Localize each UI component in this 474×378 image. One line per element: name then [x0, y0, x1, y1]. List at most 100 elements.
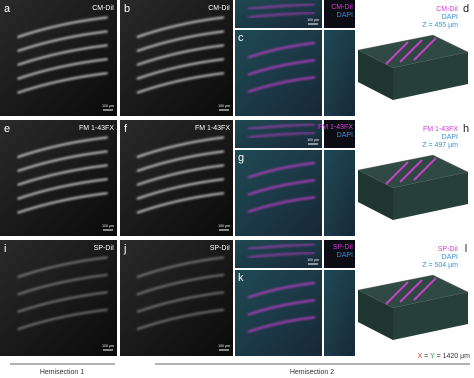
yz-view	[324, 270, 355, 356]
render-streak	[385, 281, 409, 305]
streak	[247, 299, 316, 316]
render-side	[393, 292, 468, 340]
micrograph	[0, 240, 117, 356]
streak	[17, 58, 108, 80]
z-depth: Z = 455 µm	[422, 22, 458, 29]
streak	[17, 164, 108, 186]
micrograph	[120, 120, 233, 236]
corner	[324, 240, 355, 268]
render-streak	[399, 159, 423, 183]
render-streak	[413, 157, 437, 181]
streak	[17, 192, 108, 214]
streak	[247, 196, 316, 213]
channel-label: SP-DiI	[438, 246, 458, 253]
channel-label: DAPI	[337, 132, 353, 139]
panel-letter: a	[4, 3, 11, 15]
streak	[17, 30, 108, 52]
axes-part: X	[418, 353, 423, 360]
scale-label: 100 µm	[307, 138, 319, 142]
streak	[17, 178, 108, 200]
streak	[247, 3, 316, 10]
render-front	[358, 50, 393, 100]
streak	[17, 150, 108, 172]
render-streak	[385, 41, 409, 65]
panel-letter: f	[124, 123, 128, 135]
streak	[17, 273, 108, 296]
channel-label: DAPI	[337, 252, 353, 259]
streak	[247, 281, 316, 299]
panel-letter: i	[4, 243, 6, 255]
scale-label: 100 µm	[218, 104, 230, 108]
streak	[17, 16, 108, 39]
scale-label: 100 µm	[307, 258, 319, 262]
panel-letter: c	[238, 32, 244, 44]
scale-label: 100 µm	[218, 224, 230, 228]
streak	[136, 291, 225, 313]
scale-label: 100 µm	[218, 344, 230, 348]
render-streak	[413, 37, 437, 61]
streak	[136, 164, 225, 186]
channel-label: FM 1-43FX	[79, 125, 114, 132]
streak	[136, 72, 225, 94]
panel-letter: j	[123, 243, 126, 255]
scale-label: 100 µm	[102, 344, 114, 348]
streak	[247, 179, 316, 196]
streak	[136, 308, 225, 331]
streak	[247, 123, 316, 130]
streak	[136, 150, 225, 172]
panel-letter: h	[463, 123, 469, 135]
micrograph	[0, 0, 117, 116]
streak	[136, 30, 225, 52]
streak	[136, 273, 225, 296]
channel-label: SP-DiI	[94, 245, 114, 252]
panel-letter: l	[465, 243, 467, 255]
render-side	[393, 172, 468, 220]
render-front	[358, 170, 393, 220]
yz-view	[324, 150, 355, 236]
axes-part: Y	[430, 353, 435, 360]
streak	[136, 58, 225, 80]
streak	[247, 243, 316, 250]
render-streak	[399, 279, 423, 303]
channel-label: CM-DiI	[208, 5, 230, 12]
yz-view	[324, 30, 355, 116]
streak	[247, 251, 316, 259]
hemisection-label: Hemisection 1	[40, 369, 84, 376]
channel-label: CM-DiI	[331, 4, 353, 11]
z-depth: Z = 497 µm	[422, 142, 458, 149]
micrograph	[120, 0, 233, 116]
channel-label: CM-DiI	[92, 5, 114, 12]
streak	[17, 291, 108, 313]
streak	[136, 256, 225, 279]
micrograph	[0, 120, 117, 236]
render-front	[358, 290, 393, 340]
corner	[324, 0, 355, 28]
streak	[136, 44, 225, 66]
streak	[247, 59, 316, 76]
channel-label: FM 1-43FX	[195, 125, 230, 132]
scale-label: 100 µm	[307, 18, 319, 22]
scale-label: 100 µm	[102, 104, 114, 108]
streak	[136, 178, 225, 200]
panel-letter: d	[463, 3, 469, 15]
panel-letter: k	[238, 272, 244, 284]
streak	[17, 136, 108, 159]
streak	[247, 161, 316, 179]
render-streak	[413, 277, 437, 301]
channel-label: FM 1-43FX	[423, 126, 458, 133]
axes-extent: X = Y = 1420 µm	[418, 353, 471, 360]
render-side	[393, 52, 468, 100]
streak	[247, 316, 316, 333]
corner	[324, 120, 355, 148]
render-streak	[385, 161, 409, 185]
scale-label: 100 µm	[102, 224, 114, 228]
z-depth: Z = 504 µm	[422, 262, 458, 269]
streak	[17, 44, 108, 66]
hemisection-label: Hemisection 2	[290, 369, 334, 376]
streak	[247, 76, 316, 93]
axes-part: =	[422, 353, 430, 360]
channel-label: DAPI	[442, 134, 458, 141]
streak	[136, 16, 225, 39]
streak	[247, 41, 316, 59]
